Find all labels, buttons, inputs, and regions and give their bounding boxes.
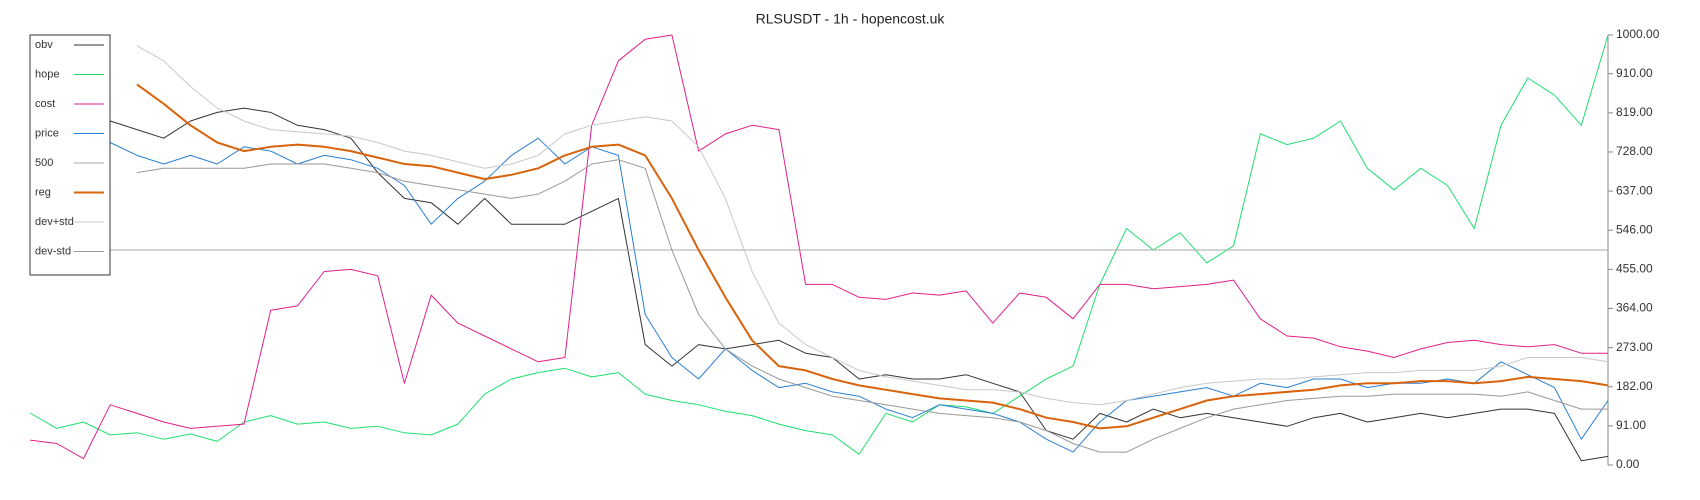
series-line: [29, 34, 1609, 455]
series-line: [136, 45, 1609, 406]
plot-area: 0.00 91.00 182.00 273.00 364.00 455.00 546.00 6…: [29, 27, 1660, 471]
y-tick-label: 1000.00: [1616, 27, 1660, 41]
legend-label: 500: [35, 157, 53, 169]
legend-label: cost: [35, 98, 55, 110]
y-tick-label: 728.00: [1616, 144, 1653, 158]
y-tick-label: 0.00: [1616, 457, 1640, 471]
y-tick-label: 182.00: [1616, 379, 1653, 393]
y-tick-label: 546.00: [1616, 222, 1653, 236]
y-tick-label: 637.00: [1616, 183, 1653, 197]
series-line: [136, 83, 1609, 430]
legend-label: price: [35, 127, 59, 139]
legend-label: dev+std: [35, 216, 74, 228]
y-tick-label: 455.00: [1616, 262, 1653, 276]
series-line: [110, 107, 1609, 462]
chart-title: RLSUSDT - 1h - hopencost.uk: [756, 11, 946, 27]
legend-label: obv: [35, 39, 53, 51]
legend: obv hope cost price 500 reg dev+std dev-std: [29, 34, 111, 276]
series-line: [109, 137, 1609, 453]
y-tick-label: 819.00: [1616, 105, 1653, 119]
y-tick-label: 364.00: [1616, 301, 1653, 315]
y-tick-label: 91.00: [1616, 418, 1646, 432]
y-tick-label: 273.00: [1616, 340, 1653, 354]
series-line: [29, 34, 1608, 460]
y-tick-label: 910.00: [1616, 66, 1653, 80]
legend-label: dev-std: [35, 245, 71, 257]
series-line: [136, 159, 1608, 453]
legend-label: hope: [35, 68, 59, 80]
legend-label: reg: [35, 186, 51, 198]
